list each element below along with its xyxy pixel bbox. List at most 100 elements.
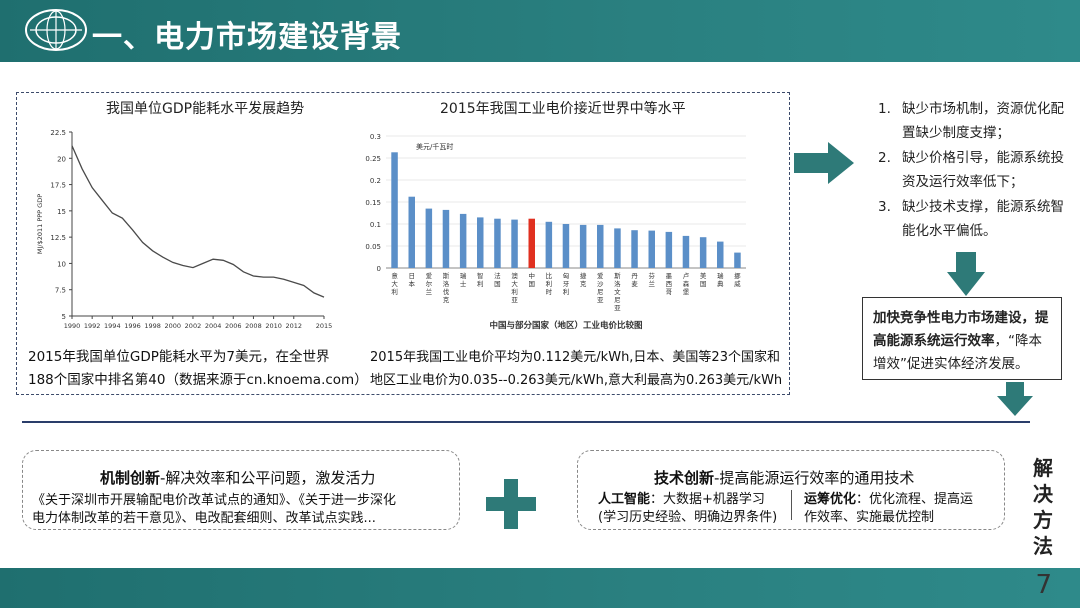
y-tick-label: 0.1 <box>370 221 381 229</box>
y-tick-label: 0.2 <box>370 177 381 185</box>
y-tick-label: 0.15 <box>365 199 381 207</box>
bar <box>665 231 673 268</box>
x-tick-label: 2008 <box>245 322 262 330</box>
x-tick-label: 日本 <box>408 272 415 288</box>
y-tick-label: 5 <box>62 313 66 321</box>
plus-icon <box>486 479 536 529</box>
tech-title: 技术创新-提高能源运行效率的通用技术 <box>654 469 915 487</box>
gdp-energy-line-chart: 5 7.5 10 12.5 15 17.5 20 22.5 1990 1992 1994 1996 19… <box>36 129 332 330</box>
mechanism-title: 机制创新-解决效率和公平问题，激发活力 <box>100 469 376 487</box>
bar <box>699 237 707 268</box>
x-tick-label: 2000 <box>165 322 182 330</box>
tech-separator <box>791 490 792 520</box>
problem-item: 3. 缺少技术支撑，能源系统智能化水平偏低。 <box>878 199 1064 239</box>
x-tick-label: 捷克 <box>580 271 587 288</box>
bar <box>459 213 467 268</box>
down-arrow-icon <box>947 252 985 296</box>
chart-subtitle: 中国与部分国家（地区）工业电价比较图 <box>489 320 642 331</box>
page-number: 7 <box>1035 570 1052 600</box>
y-tick-label: 17.5 <box>50 182 66 190</box>
x-tick-label: 1990 <box>64 322 81 330</box>
left-chart-caption-1: 2015年我国单位GDP能耗水平为7美元，在全世界 <box>28 349 330 365</box>
x-tick-label: 匈牙利 <box>563 271 570 296</box>
x-tick-label: 爱沙尼亚 <box>597 272 604 304</box>
unit-label: 美元/千瓦时 <box>416 142 453 151</box>
mechanism-line-1: 《关于深圳市开展输配电价改革试点的通知》、《关于进一步深化 <box>32 493 397 508</box>
x-tick-label: 1996 <box>124 322 141 330</box>
problem-list: 1. 缺少市场机制，资源优化配置缺少制度支撑； 2. 缺少价格引导，能源系统投资及运… <box>872 98 1072 245</box>
y-tick-label: 0.3 <box>370 133 381 141</box>
y-axis-label: MJ/$2011 PPP GDP <box>36 194 44 254</box>
bar <box>442 209 450 268</box>
right-arrow-icon <box>794 142 854 184</box>
bar <box>648 230 655 268</box>
x-tick-label: 中国 <box>528 271 535 288</box>
problem-item: 1. 缺少市场机制，资源优化配置缺少制度支撑； <box>878 101 1064 141</box>
bar <box>682 235 690 268</box>
y-tick-label: 0 <box>377 265 381 273</box>
y-tick-label: 15 <box>57 208 66 216</box>
header-bar: 一、电力市场建设背景 <box>0 0 1080 62</box>
x-tick-label: 2004 <box>205 322 222 330</box>
x-tick-label: 瑞士 <box>460 271 467 288</box>
x-tick-label: 2010 <box>265 322 282 330</box>
y-tick-label: 12.5 <box>50 234 66 242</box>
page-title: 一、电力市场建设背景 <box>92 20 402 55</box>
bar <box>734 252 741 268</box>
solution-label: 解决方法 <box>1033 456 1053 558</box>
x-tick-label: 墨西哥 <box>666 272 673 296</box>
x-tick-label: 卢森堡 <box>683 271 690 296</box>
mechanism-innovation-box <box>22 450 460 530</box>
bar <box>717 241 724 268</box>
bar <box>494 218 501 268</box>
tech-innovation-box <box>577 450 1005 530</box>
bar <box>631 230 638 268</box>
y-tick-label: 22.5 <box>50 129 66 137</box>
right-chart-title: 2015年我国工业电价接近世界中等水平 <box>440 101 686 117</box>
charts-panel <box>16 92 790 395</box>
x-tick-label: 1994 <box>104 322 121 330</box>
y-tick-label: 0.25 <box>365 155 381 163</box>
x-tick-label: 1992 <box>84 322 101 330</box>
bar <box>562 224 570 268</box>
y-tick-label: 0.05 <box>365 243 381 251</box>
x-tick-label: 2012 <box>285 322 302 330</box>
x-tick-label: 瑞典 <box>717 271 724 288</box>
x-tick-label: 澳大利亚 <box>511 271 518 304</box>
problem-item: 2. 缺少价格引导，能源系统投资及运行效率低下； <box>878 150 1064 190</box>
x-tick-label: 斯洛伐克 <box>443 271 450 304</box>
right-chart-caption-2: 地区工业电价为0.035--0.263美元/kWh,意大利最高为0.263美元/… <box>370 373 783 388</box>
mechanism-line-2: 电力体制改革的若干意见》、电改配套细则、改革试点实践... <box>32 511 376 526</box>
bar <box>408 196 415 268</box>
y-tick-label: 10 <box>57 260 66 268</box>
y-tick-label: 7.5 <box>55 287 66 295</box>
ai-line-2: (学习历史经验、明确边界条件) <box>598 510 778 525</box>
ai-line-1: 人工智能：大数据+机器学习 <box>598 492 765 507</box>
footer-bar <box>0 568 1080 608</box>
x-tick-label: 斯洛文尼亚 <box>614 271 621 312</box>
conclusion-box: 加快竞争性电力市场建设，提高能源系统运行效率，“降本增效”促进实体经济发展。 <box>862 297 1062 380</box>
energy-series-line <box>71 145 325 298</box>
x-tick-label: 丹麦 <box>631 272 638 288</box>
bar <box>511 219 518 268</box>
bar <box>614 228 621 268</box>
x-tick-label: 比利时 <box>546 271 553 296</box>
y-tick-label: 20 <box>57 155 66 163</box>
left-chart-title: 我国单位GDP能耗水平发展趋势 <box>106 101 305 117</box>
x-tick-label: 美国 <box>700 271 707 288</box>
right-chart-caption-1: 2015年我国工业电价平均为0.112美元/kWh,日本、美国等23个国家和 <box>370 350 780 365</box>
state-grid-logo-icon <box>25 9 87 51</box>
opt-line-2: 作效率、实施最优控制 <box>804 510 935 525</box>
x-tick-label: 法国 <box>494 271 501 288</box>
divider <box>22 421 1030 423</box>
down-arrow-icon <box>997 382 1033 416</box>
opt-line-1: 运筹优化：优化流程、提高运 <box>804 492 974 507</box>
x-tick-label: 爱尔兰 <box>426 272 433 296</box>
bar <box>597 224 604 268</box>
x-tick-label: 意大利 <box>391 271 398 296</box>
bar <box>477 217 484 268</box>
bar <box>391 152 398 268</box>
bar <box>425 208 433 268</box>
x-tick-label: 智利 <box>477 271 484 288</box>
